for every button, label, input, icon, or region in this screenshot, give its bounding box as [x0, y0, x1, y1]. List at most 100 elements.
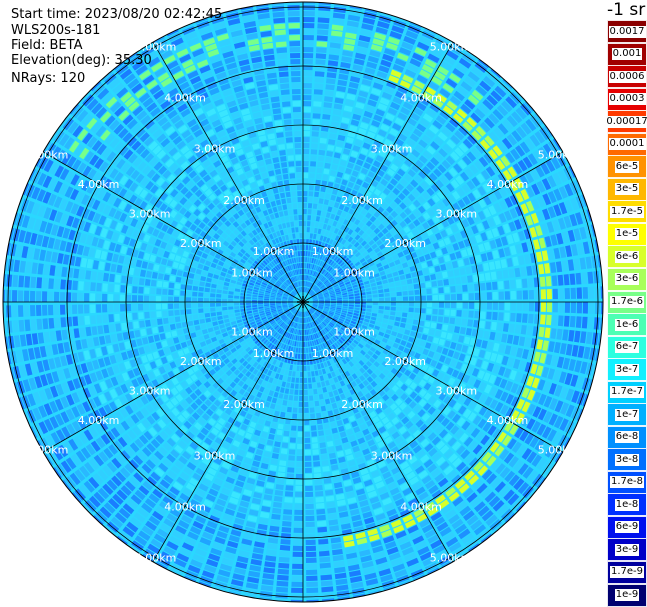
azimuth-spoke: [152, 301, 304, 562]
range-ring-label: 4.00km: [78, 178, 120, 191]
range-ring-label: 2.00km: [223, 398, 265, 411]
colorbar-label: 1e-6: [614, 318, 640, 331]
colorbar-label: 1.7e-7: [609, 386, 645, 399]
range-ring-label: 3.00km: [194, 449, 236, 462]
range-ring-label: 1.00km: [333, 326, 375, 339]
colorbar-cell: 0.0006: [607, 65, 647, 89]
colorbar-label: 0.00017: [605, 115, 647, 128]
colorbar-cell: 1e-6: [607, 313, 647, 336]
range-ring-label: 2.00km: [223, 194, 265, 207]
colorbar-label: 1.7e-8: [609, 476, 645, 489]
colorbar-label: 6e-6: [614, 250, 640, 263]
colorbar-label: 3e-6: [614, 273, 640, 286]
colorbar-cell: 1.7e-7: [607, 380, 647, 404]
colorbar-cell: 1e-5: [607, 222, 647, 246]
colorbar-label: 1e-9: [614, 589, 640, 601]
range-ring-label: 3.00km: [371, 449, 413, 462]
colorbar-label: 3e-9: [614, 543, 640, 556]
start-time-text: Start time: 2023/08/20 02:42:45: [11, 7, 223, 22]
range-ring-label: 4.00km: [78, 414, 120, 427]
range-ring-label: 5.00km: [27, 444, 69, 457]
colorbar-cell: 6e-7: [607, 335, 647, 359]
colorbar-label: 0.0003: [608, 93, 646, 106]
colorbar-units: -1 sr: [607, 0, 646, 20]
colorbar-cell: 6e-5: [607, 155, 647, 179]
colorbar-label: 3e-8: [614, 453, 640, 466]
azimuth-spoke: [302, 151, 563, 303]
colorbar-label: 0.0001: [608, 138, 646, 151]
azimuth-spoke: [302, 41, 454, 303]
range-ring-label: 2.00km: [180, 237, 222, 250]
colorbar-cell: 1.7e-6: [607, 290, 647, 314]
range-ring-label: 2.00km: [180, 355, 222, 368]
range-ring-label: 4.00km: [164, 500, 206, 513]
range-ring-label: 1.00km: [312, 347, 354, 360]
colorbar-cell: 1.7e-5: [607, 200, 647, 224]
range-ring: [184, 183, 422, 421]
field-text: Field: BETA: [11, 38, 83, 53]
range-ring-label: 1.00km: [312, 245, 354, 258]
range-ring-label: 5.00km: [135, 41, 177, 54]
azimuth-spoke: [302, 301, 563, 453]
range-ring-label: 5.00km: [27, 149, 69, 162]
colorbar-label: 1e-5: [614, 228, 640, 241]
range-ring-label: 4.00km: [487, 178, 529, 191]
range-ring-label: 5.00km: [430, 552, 472, 565]
range-ring-label: 3.00km: [436, 208, 478, 221]
range-ring-label: 2.00km: [384, 355, 426, 368]
colorbar-cell: 0.00017: [605, 110, 647, 134]
colorbar-label: 3e-5: [614, 183, 640, 196]
colorbar-label: 1.7e-9: [609, 566, 645, 579]
colorbar-label: 0.001: [611, 48, 643, 60]
colorbar-cell: 1.7e-9: [607, 560, 647, 584]
range-ring-label: 5.00km: [135, 552, 177, 565]
colorbar-cell: 6e-6: [607, 245, 647, 269]
radar-center-marker: [297, 296, 309, 308]
colorbar-label: 1.7e-6: [609, 296, 645, 308]
colorbar-cell: 1e-7: [607, 403, 647, 427]
range-ring-label: 3.00km: [436, 385, 478, 398]
colorbar-cell: 1e-9: [607, 583, 647, 607]
colorbar-cell: 0.0003: [607, 87, 647, 111]
colorbar-cell: 0.0001: [607, 132, 647, 156]
range-ring-label: 4.00km: [487, 414, 529, 427]
colorbar: 0.0017 0.001 0.0006 0.0003 0.00017 0.0001 6e-5…: [605, 20, 647, 607]
range-rings: [2, 1, 604, 603]
range-ring-label: 4.00km: [164, 92, 206, 105]
range-ring: [243, 242, 363, 362]
colorbar-cell: 0.0017: [607, 20, 647, 43]
nrays-text: NRays: 120: [11, 71, 86, 86]
range-ring-label: 3.00km: [371, 143, 413, 156]
colorbar-label: 0.0006: [608, 70, 646, 83]
instrument-text: WLS200s-181: [11, 23, 101, 38]
colorbar-cell: 6e-8: [607, 425, 647, 449]
colorbar-cell: 3e-7: [607, 358, 647, 382]
range-ring-label: 5.00km: [538, 444, 580, 457]
colorbar-label: 1e-8: [614, 498, 640, 511]
range-ring-label: 1.00km: [253, 245, 295, 258]
colorbar-label: 3e-7: [614, 363, 640, 376]
range-ring-label: 5.00km: [430, 41, 472, 54]
range-ring: [66, 65, 540, 539]
range-ring: [7, 6, 599, 598]
colorbar-label: 1.7e-5: [609, 205, 645, 218]
colorbar-label: 0.0017: [608, 25, 646, 38]
range-ring-label: 3.00km: [129, 385, 171, 398]
azimuth-spokes: [3, 2, 603, 602]
range-ring: [125, 124, 481, 480]
range-ring-labels: 1.00km 1.00km 1.00km 1.00km 1.00km 1.00km 1.00…: [27, 41, 580, 565]
range-ring-label: 5.00km: [538, 149, 580, 162]
range-ring-label: 3.00km: [194, 143, 236, 156]
range-ring-label: 1.00km: [231, 326, 273, 339]
range-ring-label: 2.00km: [341, 398, 383, 411]
range-ring-label: 1.00km: [231, 267, 273, 280]
colorbar-cell: 3e-8: [607, 448, 647, 472]
colorbar-label: 6e-5: [614, 160, 640, 173]
colorbar-cell: 3e-5: [607, 177, 647, 201]
colorbar-cell: 0.001: [607, 42, 647, 66]
range-ring-label: 2.00km: [384, 237, 426, 250]
colorbar-cell: 6e-9: [607, 515, 647, 539]
range-ring-label: 3.00km: [129, 208, 171, 221]
colorbar-cell: 3e-9: [607, 538, 647, 562]
